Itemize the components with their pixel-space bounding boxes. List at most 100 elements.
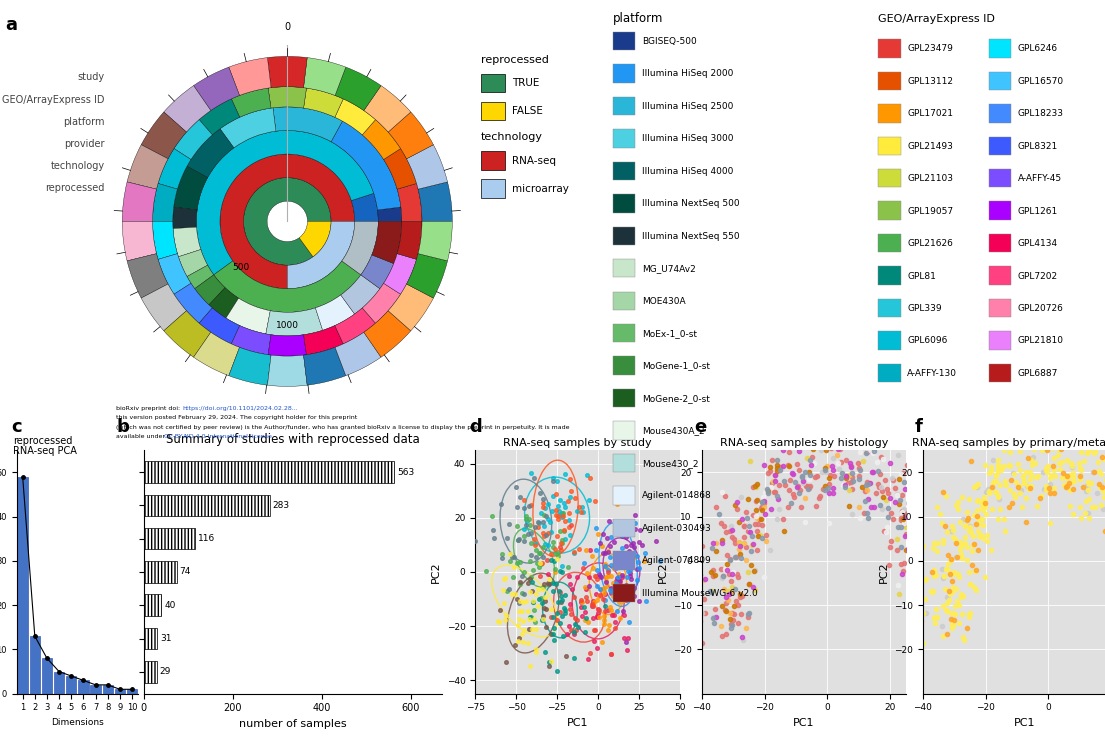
Point	[614, 605, 632, 617]
Point	[599, 570, 617, 582]
Primary	[958, 506, 976, 518]
Text: TRUE: TRUE	[512, 78, 539, 89]
Primary	[1008, 440, 1025, 452]
Adenoma/ADC	[913, 565, 930, 576]
SCLC	[863, 466, 881, 478]
Adenoma/ADC	[719, 568, 737, 580]
Adenoma/ADC	[789, 434, 807, 446]
Lung	[934, 564, 951, 576]
NSCLC	[707, 545, 725, 557]
Point	[561, 578, 579, 590]
Point	[618, 561, 635, 573]
Adenoma/ADC	[693, 637, 711, 649]
NSCLC	[916, 529, 934, 541]
Primary	[944, 618, 961, 630]
Point	[509, 534, 527, 546]
Primary	[1057, 469, 1075, 481]
Bar	[152, 221, 178, 259]
Point	[622, 593, 640, 605]
Point	[554, 565, 571, 577]
hyperplasia	[770, 503, 788, 515]
Primary	[1007, 492, 1024, 503]
Adenoma/ADC	[918, 528, 936, 539]
Point	[615, 556, 633, 568]
Primary	[1081, 441, 1098, 452]
NSCLC	[713, 534, 730, 546]
Primary	[960, 566, 978, 578]
Text: Illumina NextSeq 500: Illumina NextSeq 500	[642, 199, 739, 208]
Primary	[987, 475, 1004, 487]
Adenoma/ADC	[895, 565, 913, 576]
Primary	[1064, 472, 1082, 483]
Point	[517, 510, 535, 522]
Point	[530, 562, 548, 573]
SQCC	[833, 466, 851, 478]
Primary	[951, 536, 969, 548]
Primary	[972, 530, 990, 542]
Lung	[751, 496, 769, 508]
Primary	[949, 568, 967, 579]
Point	[597, 548, 614, 559]
carcinoma in situ	[748, 512, 766, 524]
Point	[580, 581, 598, 593]
SCLC	[818, 432, 835, 444]
Text: platform: platform	[63, 117, 105, 127]
Text: reprocessed: reprocessed	[481, 55, 548, 65]
Primary	[980, 487, 998, 499]
Point	[499, 518, 517, 530]
Text: technology: technology	[51, 161, 105, 171]
Primary	[975, 496, 992, 508]
Point	[544, 577, 561, 589]
Bar	[144, 628, 157, 649]
Bar	[407, 145, 448, 189]
Adenoma/ADC	[720, 525, 738, 537]
Primary	[969, 478, 987, 490]
Point	[586, 495, 603, 507]
hyperplasia	[920, 581, 938, 593]
Point	[629, 556, 646, 568]
Point	[508, 556, 526, 568]
Adenoma/ADC	[885, 474, 903, 486]
Point	[625, 590, 643, 602]
Bar	[187, 128, 234, 178]
SQCC	[836, 481, 854, 493]
Bar	[173, 166, 208, 210]
Bar	[361, 255, 393, 289]
Point	[536, 590, 554, 602]
NSCLC	[732, 548, 749, 560]
SCLC	[717, 592, 735, 604]
Primary	[1076, 495, 1094, 507]
Primary	[1051, 463, 1069, 475]
SQCC	[726, 583, 744, 595]
Point	[535, 578, 552, 590]
SQCC	[793, 470, 811, 482]
Adenoma/ADC	[750, 514, 768, 525]
Metastasis	[1021, 482, 1039, 494]
dysplasia	[724, 581, 741, 593]
dysplasia	[908, 552, 926, 564]
Metastasis	[948, 537, 966, 548]
Point	[572, 594, 590, 606]
Point	[552, 596, 570, 608]
Text: BGISEQ-500: BGISEQ-500	[642, 37, 697, 46]
Point	[590, 590, 608, 601]
Adenoma/ADC	[821, 469, 839, 481]
Point	[594, 582, 612, 594]
NSCLC	[748, 494, 766, 506]
Primary	[1046, 440, 1064, 452]
Primary	[1061, 483, 1078, 495]
Primary	[936, 570, 954, 582]
Point	[550, 585, 568, 597]
dysplasia	[719, 585, 737, 597]
SQCC	[872, 500, 890, 511]
Lung	[935, 572, 953, 584]
Title: RNA-seq samples by histology: RNA-seq samples by histology	[719, 438, 888, 448]
Point	[606, 561, 623, 573]
Adenoma/ADC	[869, 478, 886, 490]
Point	[527, 623, 545, 635]
Point	[561, 603, 579, 615]
Primary	[934, 517, 951, 529]
Text: FALSE: FALSE	[512, 106, 543, 117]
Primary	[1035, 433, 1053, 445]
Point	[497, 585, 515, 597]
